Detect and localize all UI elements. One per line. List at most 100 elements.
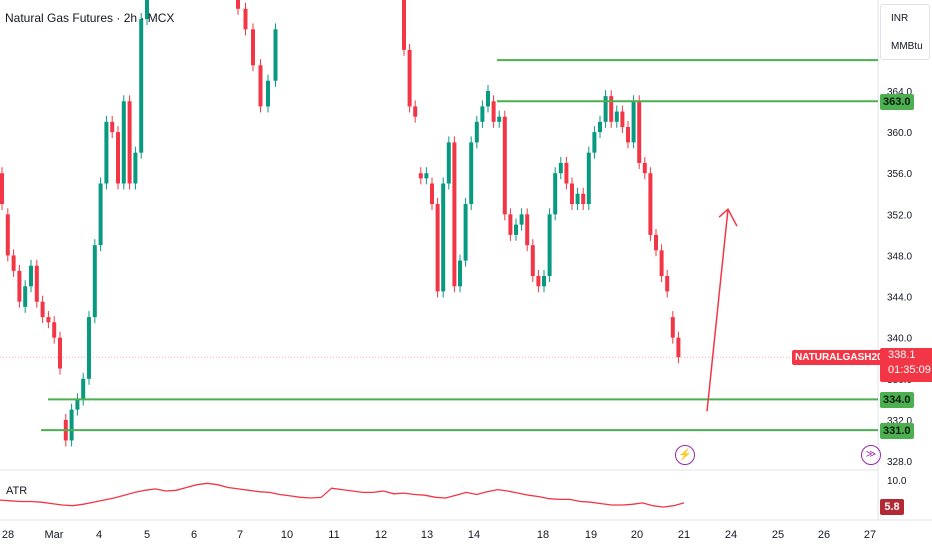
candle-body [626,126,630,143]
candle-body [139,19,144,153]
candle-body [603,96,608,122]
y-tick-label: 348.0 [887,251,912,262]
candle-body [116,132,120,184]
y-tick-label: 344.0 [887,293,912,304]
candle-body [609,96,614,122]
candle-body [491,101,496,122]
projection-arrow-shaft[interactable] [706,209,729,412]
candle-body [81,378,86,400]
candle-body [654,234,658,251]
y-tick-label: 340.0 [887,334,912,345]
candle-body [435,204,440,292]
candle-body [519,214,524,225]
x-tick-label: 28 [2,529,14,541]
candle-body [502,116,507,215]
candle-body [530,245,535,276]
candle-body [273,29,278,81]
candle-body [497,116,502,122]
x-tick-label: 25 [772,529,784,541]
candle-body [17,270,22,302]
last-price: 338.1 [888,349,916,361]
x-tick-label: 11 [328,529,339,541]
x-tick-label: 20 [631,529,643,541]
atr-indicator-label[interactable]: ATR [6,485,28,497]
candle-body [121,101,126,184]
candle-body [486,91,490,107]
x-tick-label: 18 [537,529,549,541]
y-tick-label: 360.0 [887,128,912,139]
y-tick-label: 328.0 [887,457,912,468]
atr-value-tag: 5.8 [880,499,904,515]
candle-body [469,142,474,205]
x-tick-label: 24 [725,529,737,541]
candle-body [145,0,149,20]
unit-selector[interactable]: INR MMBtu [880,4,930,60]
go-to-realtime-icon[interactable]: ≫ [861,445,881,465]
level-flag-363[interactable]: 363.0 [880,94,914,110]
candle-body [29,265,33,287]
y-tick-label: 352.0 [887,210,912,221]
candle-body [586,152,591,205]
x-tick-label: 21 [678,529,690,541]
candle-body [0,173,4,205]
level-flag-331[interactable]: 331.0 [880,423,914,439]
candle-body [542,276,546,287]
lightning-icon[interactable]: ⚡ [675,445,695,465]
symbol-tag: NATURALGASH2025 [792,350,897,365]
candle-body [5,214,10,256]
x-tick-label: 27 [864,529,876,541]
candle-body [92,245,97,318]
candle-body [553,173,558,215]
candle-body [430,183,434,205]
candle-body [676,337,681,358]
candle-body [87,317,91,379]
atr-line [0,482,685,508]
bar-countdown: 01:35:09 [888,364,931,376]
candle-body [458,260,462,287]
projection-arrow-head[interactable] [718,207,738,227]
candle-body [424,173,429,179]
candle-body [452,142,457,287]
candle-body [558,162,563,174]
x-tick-label: 12 [375,529,387,541]
x-tick-label: 7 [237,529,243,541]
candle-body [133,152,138,184]
candle-body [536,276,541,287]
candle-body [11,255,16,271]
candle-body [547,214,552,276]
candle-body [34,265,39,302]
candle-body [614,111,619,122]
candle-body [592,132,597,153]
candle-body [637,101,642,163]
x-tick-label: Mar [45,529,64,541]
x-tick-label: 26 [818,529,830,541]
candle-body [127,101,132,184]
candle-body [598,121,602,133]
x-tick-label: 13 [421,529,433,541]
level-flag-334[interactable]: 334.0 [880,392,914,408]
candle-body [251,29,255,66]
candle-body [648,173,653,235]
candle-body [236,0,240,9]
candle-body [514,224,518,235]
candle-body [525,214,530,246]
candle-body [670,317,675,338]
candle-body [110,121,115,133]
candle-body [23,286,28,307]
candle-body [98,183,103,246]
candle-body [258,65,263,107]
chart-title: Natural Gas Futures · 2h · MCX [5,11,175,25]
candle-body [243,8,248,30]
candle-body [441,183,446,292]
candle-body [508,214,513,235]
last-price-tag: 338.1 01:35:09 [880,348,932,382]
candle-body [104,121,109,184]
candle-body [58,337,62,369]
x-tick-label: 19 [585,529,597,541]
candle-body [581,193,586,205]
currency-label: INR [891,13,909,24]
candle-body [446,142,451,184]
candle-body [659,250,664,276]
candle-body [575,193,580,205]
